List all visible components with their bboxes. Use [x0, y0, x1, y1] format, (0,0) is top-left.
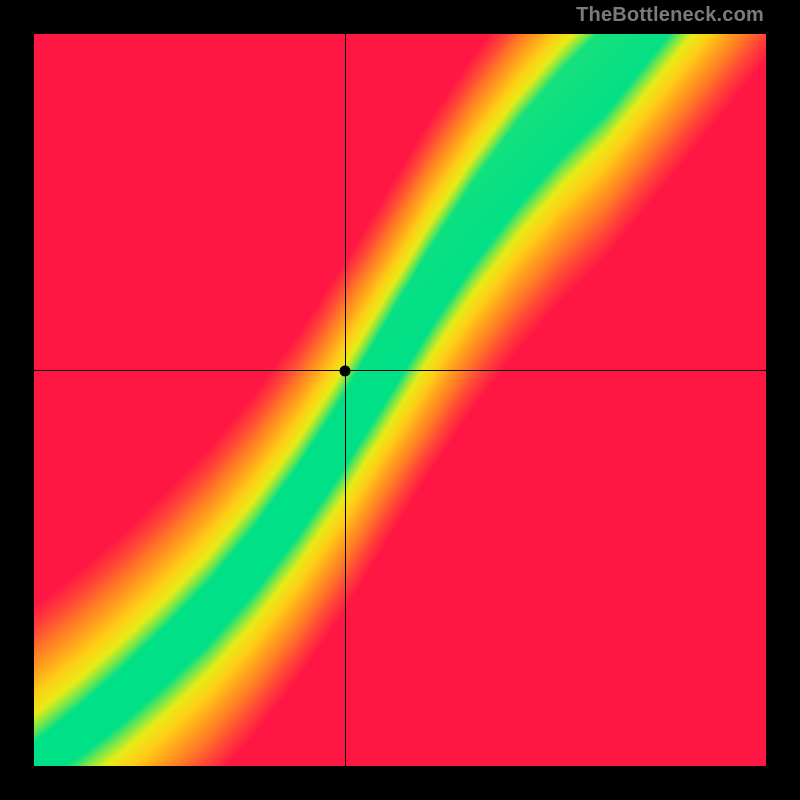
- crosshair-horizontal: [34, 370, 766, 371]
- watermark-text: TheBottleneck.com: [576, 4, 764, 27]
- crosshair-vertical: [345, 34, 346, 766]
- crosshair-point: [340, 365, 351, 376]
- heatmap-canvas: [34, 34, 766, 766]
- frame: TheBottleneck.com: [0, 0, 800, 800]
- heatmap-plot: [34, 34, 766, 766]
